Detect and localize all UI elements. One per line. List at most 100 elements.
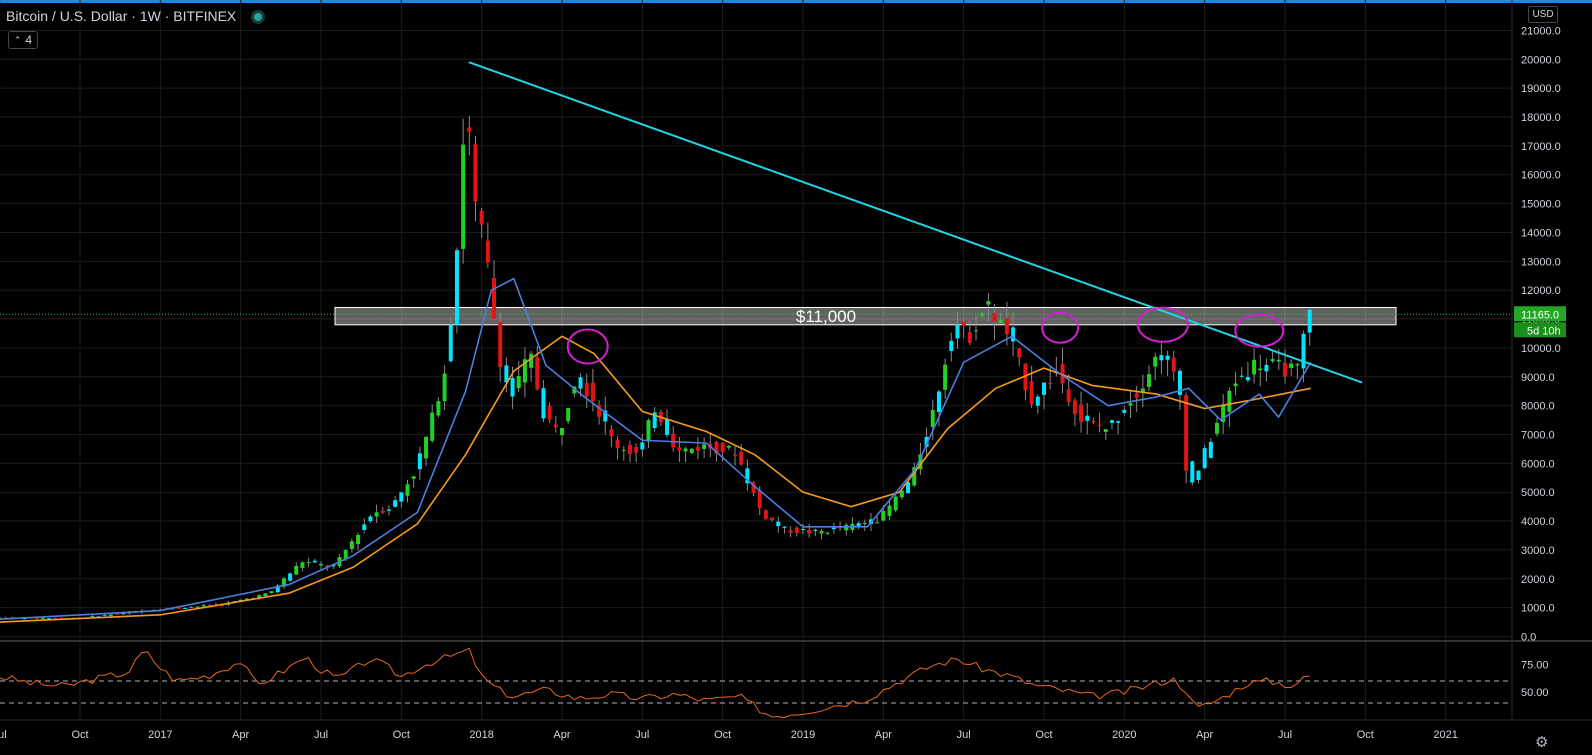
candle-body xyxy=(343,550,348,559)
candle-body xyxy=(1289,363,1294,368)
candle-body xyxy=(627,444,632,454)
rsi-tick-label: 75.00 xyxy=(1521,660,1549,672)
highlight-circle xyxy=(1041,311,1080,344)
candle-body xyxy=(955,324,960,339)
time-tick-label: Apr xyxy=(553,729,570,741)
price-tick-label: 21000.0 xyxy=(1521,25,1561,37)
price-tick-label: 14000.0 xyxy=(1521,227,1561,239)
candle-body xyxy=(1103,429,1108,432)
candle-body xyxy=(566,408,571,422)
candle-body xyxy=(1165,355,1170,360)
time-tick-label: 2017 xyxy=(148,729,172,741)
candle-body xyxy=(918,454,923,470)
highlight-circle xyxy=(1136,306,1189,343)
candle-body xyxy=(967,332,972,343)
candle-body xyxy=(1295,364,1300,366)
candle-body xyxy=(559,428,564,436)
currency-button[interactable]: USD xyxy=(1528,6,1558,23)
indicators-toggle-button[interactable]: ⌃ 4 xyxy=(8,31,38,49)
time-tick-label: Jul xyxy=(1278,729,1292,741)
candle-body xyxy=(689,448,694,453)
candle-body xyxy=(263,593,268,596)
candle-body xyxy=(1109,420,1114,423)
candle-body xyxy=(739,452,744,465)
highlight-circle xyxy=(1234,313,1285,348)
price-tick-label: 1000.0 xyxy=(1521,603,1555,615)
candle-body xyxy=(1208,441,1213,458)
candle-body xyxy=(121,612,126,615)
price-tick-label: 12000.0 xyxy=(1521,285,1561,297)
candle-body xyxy=(1122,409,1127,413)
symbol-header[interactable]: Bitcoin / U.S. Dollar · 1W · BITFINEX xyxy=(6,8,263,24)
candle-body xyxy=(961,321,966,326)
candle-body xyxy=(522,359,527,383)
rsi-tick-label: 50.00 xyxy=(1521,687,1549,699)
candle-body xyxy=(1153,356,1158,367)
time-tick-label: 2021 xyxy=(1433,729,1457,741)
price-tick-label: 7000.0 xyxy=(1521,429,1555,441)
candle-body xyxy=(1177,370,1182,395)
price-tick-label: 19000.0 xyxy=(1521,83,1561,95)
candle-body xyxy=(380,510,385,513)
price-tick-label: 10000.0 xyxy=(1521,343,1561,355)
candle-body xyxy=(269,591,274,594)
candle-body xyxy=(1252,359,1257,375)
candle-body xyxy=(838,527,843,529)
candle-body xyxy=(430,412,435,441)
candle-body xyxy=(930,409,935,428)
candle-body xyxy=(411,476,416,479)
candle-body xyxy=(312,560,317,563)
candle-body xyxy=(1147,374,1152,387)
candle-body xyxy=(788,530,793,533)
candle-body xyxy=(40,618,45,620)
candle-body xyxy=(485,240,490,263)
time-tick-label: Oct xyxy=(393,729,410,741)
candle-body xyxy=(448,324,453,362)
time-tick-label: Apr xyxy=(875,729,892,741)
candle-body xyxy=(813,529,818,531)
candle-body xyxy=(1301,333,1306,369)
symbol-title: Bitcoin / U.S. Dollar · 1W · BITFINEX xyxy=(6,8,237,24)
candle-body xyxy=(757,490,762,509)
candle-body xyxy=(825,532,830,534)
price-tick-label: 3000.0 xyxy=(1521,545,1555,557)
candle-body xyxy=(1134,393,1139,398)
candle-body xyxy=(609,429,614,437)
candle-body xyxy=(1190,461,1195,483)
candle-body xyxy=(547,405,552,420)
candle-body xyxy=(47,618,52,620)
candle-body xyxy=(1097,424,1102,427)
candle-body xyxy=(665,419,670,435)
candle-body xyxy=(980,313,985,316)
candle-body xyxy=(714,441,719,454)
ma-slow-line xyxy=(0,335,1311,623)
time-tick-label: 2018 xyxy=(469,729,493,741)
price-tag xyxy=(1514,306,1566,322)
candle-body xyxy=(634,447,639,453)
candle-body xyxy=(1079,404,1084,422)
candle-body xyxy=(362,524,367,530)
candle-body xyxy=(108,614,113,616)
candle-body xyxy=(751,482,756,493)
candle-body xyxy=(1041,382,1046,395)
candle-body xyxy=(844,524,849,531)
time-tick-label: Apr xyxy=(1196,729,1213,741)
candle-body xyxy=(906,482,911,494)
candle-body xyxy=(257,595,262,598)
price-tick-label: 16000.0 xyxy=(1521,170,1561,182)
candle-body xyxy=(603,410,608,422)
candle-body xyxy=(794,527,799,534)
candle-body xyxy=(770,517,775,521)
candle-body xyxy=(578,377,583,389)
candle-body xyxy=(294,566,299,575)
candle-body xyxy=(176,607,181,609)
candle-body xyxy=(615,439,620,448)
candle-body xyxy=(288,573,293,581)
top-accent-bar xyxy=(0,0,1592,3)
countdown-label: 5d 10h xyxy=(1527,325,1561,337)
candle-body xyxy=(1017,348,1022,358)
candle-body xyxy=(325,565,330,567)
candle-body xyxy=(1128,403,1133,406)
gear-icon[interactable]: ⚙ xyxy=(1535,734,1549,751)
